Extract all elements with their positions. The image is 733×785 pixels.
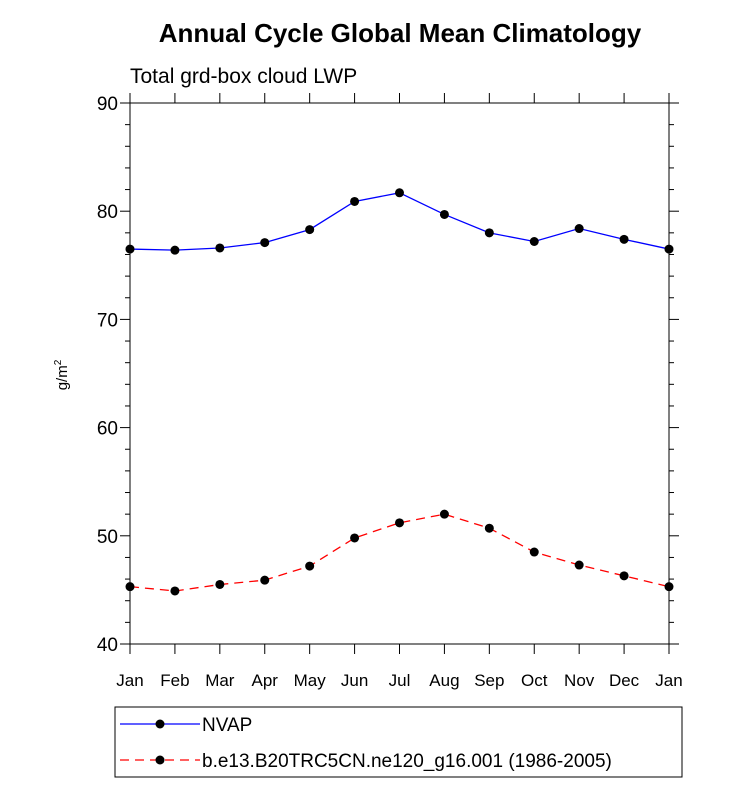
series-1-point — [439, 209, 449, 219]
series-1-point — [215, 243, 225, 253]
series-1-point — [125, 244, 135, 254]
series-1-point — [484, 228, 494, 238]
x-tick-label: Nov — [564, 671, 595, 690]
x-tick-label: Jun — [341, 671, 368, 690]
series-2-point — [305, 561, 315, 571]
chart-title: Annual Cycle Global Mean Climatology — [159, 18, 642, 48]
series-1-point — [350, 196, 360, 206]
y-axis-label: g/m2 — [53, 359, 71, 390]
series-2-point — [260, 575, 270, 585]
series-2-point — [574, 560, 584, 570]
series-1-point — [529, 236, 539, 246]
series-2-point — [484, 523, 494, 533]
series-2-point — [529, 547, 539, 557]
series-1-point — [619, 234, 629, 244]
x-tick-label: Apr — [252, 671, 279, 690]
legend-label-2: b.e13.B20TRC5CN.ne120_g16.001 (1986-2005… — [202, 751, 612, 772]
series-2-point — [350, 533, 360, 543]
legend-label-1: NVAP — [202, 715, 252, 736]
series-1-point — [395, 188, 404, 198]
x-tick-label: Aug — [429, 671, 459, 690]
series-2-point — [170, 586, 180, 596]
legend-marker-2 — [155, 755, 165, 765]
series-1-point — [170, 245, 180, 255]
plot-area: 40 50 60 70 80 90 Jan Feb Mar Apr May Jun Jul Aug Sep O… — [97, 93, 683, 690]
y-axis-label-superscript: 2 — [53, 359, 64, 365]
plot-frame — [129, 102, 670, 645]
series-2-point — [125, 582, 135, 592]
y-tick-label: 50 — [97, 527, 118, 548]
series-line-1 — [129, 192, 670, 251]
x-tick-label: May — [294, 671, 327, 690]
x-tick-label: Mar — [205, 671, 235, 690]
chart-subtitle: Total grd-box cloud LWP — [130, 65, 357, 88]
legend-box — [114, 706, 683, 778]
x-tick-label: Oct — [521, 671, 548, 690]
series-2-point — [664, 582, 674, 592]
series-2-point — [395, 518, 404, 528]
y-tick-label: 90 — [97, 94, 118, 115]
x-tick-label: Sep — [474, 671, 504, 690]
x-tick-label: Jan — [655, 671, 682, 690]
legend: NVAP b.e13.B20TRC5CN.ne120_g16.001 (1986-… — [114, 706, 683, 778]
x-tick-label: Dec — [609, 671, 640, 690]
x-tick-label: Jan — [116, 671, 143, 690]
x-tick-label: Feb — [160, 671, 189, 690]
series-2-point — [215, 579, 225, 589]
y-tick-label: 80 — [97, 202, 118, 223]
series-1-point — [305, 225, 315, 235]
y-tick-label: 70 — [97, 310, 118, 331]
y-tick-label: 60 — [97, 419, 118, 440]
series-2-point — [439, 509, 449, 519]
y-axis-label-text: g/m — [54, 365, 71, 390]
x-tick-label: Jul — [389, 671, 411, 690]
series-2-point — [619, 571, 629, 581]
series-1-point — [574, 224, 584, 234]
legend-marker-1 — [155, 719, 165, 729]
series-1-point — [260, 238, 270, 248]
series-1-point — [664, 244, 674, 254]
y-tick-label: 40 — [97, 635, 118, 656]
